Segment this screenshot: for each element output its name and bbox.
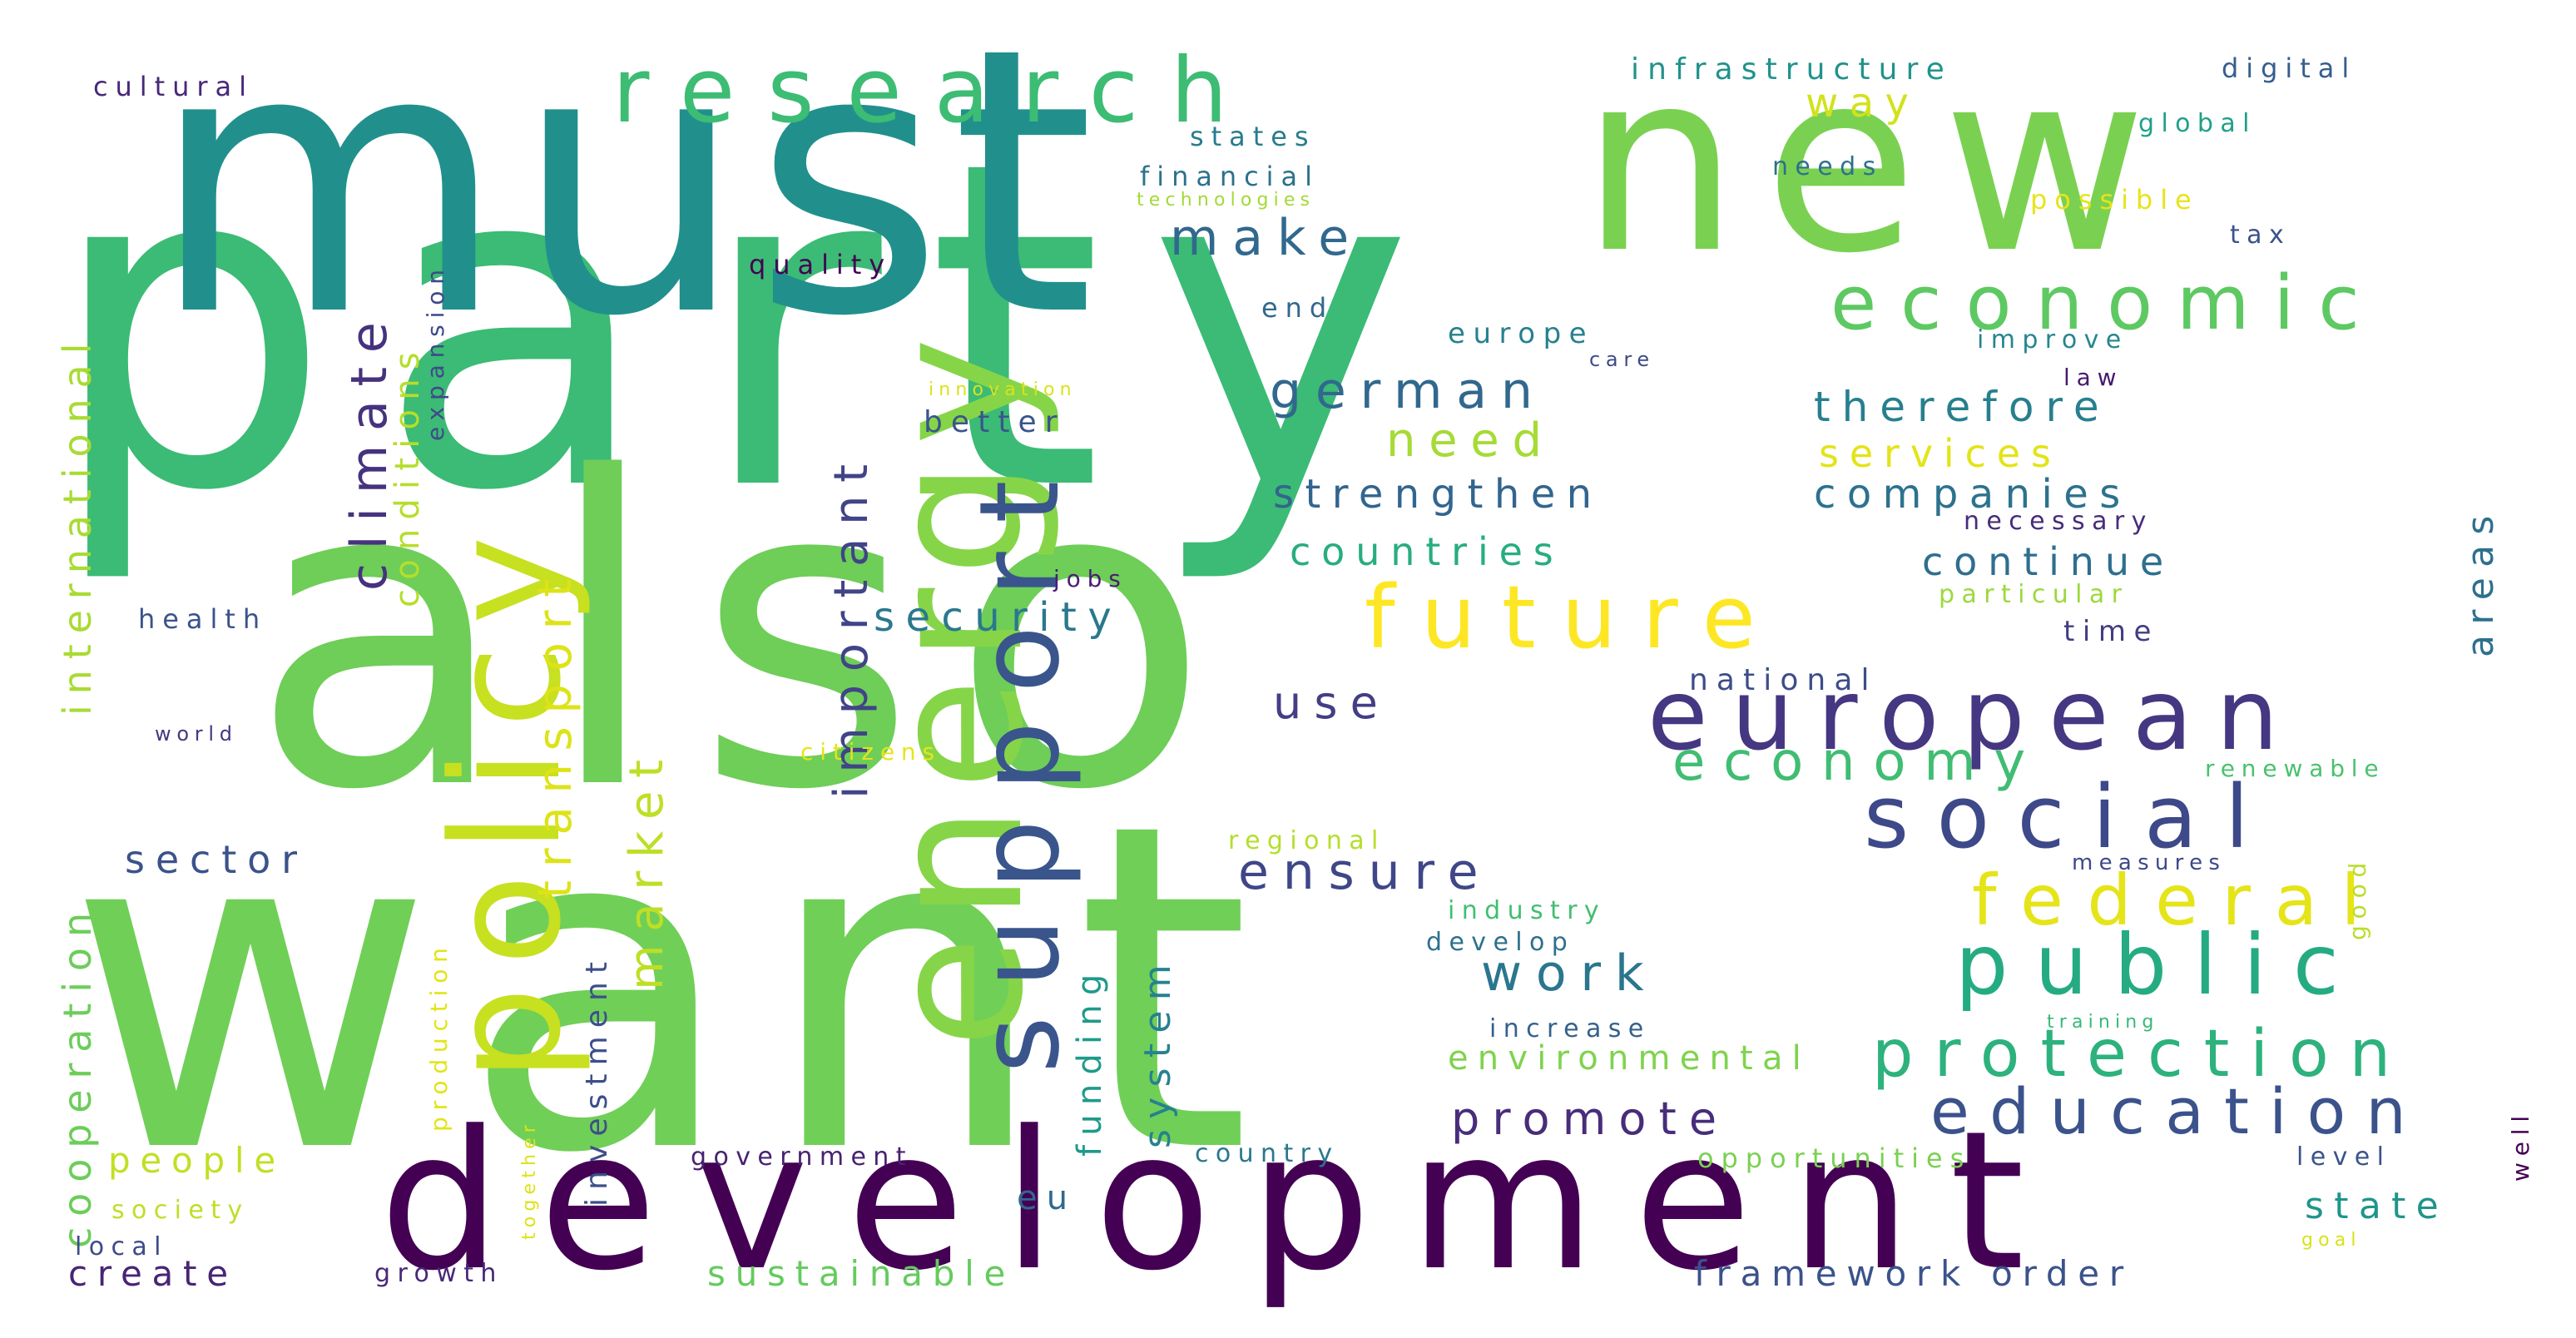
word-international: international [55, 332, 100, 716]
word-make: make [1170, 209, 1363, 267]
word-level: level [2296, 1142, 2391, 1172]
word-want: want [67, 729, 1279, 1251]
word-social: social [1864, 766, 2277, 868]
word-tax: tax [2230, 221, 2291, 250]
word-research: research [612, 39, 1261, 143]
word-technologies: technologies [1137, 190, 1315, 211]
word-funding: funding [1071, 964, 1109, 1157]
word-way: way [1806, 80, 1920, 126]
word-promote: promote [1451, 1093, 1730, 1145]
word-new: new [1581, 17, 2172, 308]
word-measures: measures [2072, 850, 2227, 875]
word-possible: possible [2030, 184, 2199, 216]
word-continue: continue [1922, 539, 2175, 584]
word-work: work [1481, 944, 1658, 1003]
word-development: development [379, 1091, 2063, 1313]
word-digital: digital [2222, 52, 2357, 84]
word-need: need [1386, 414, 1555, 468]
word-services: services [1819, 431, 2062, 476]
word-renewable: renewable [2205, 755, 2385, 782]
word-states: states [1190, 121, 1316, 152]
word-future: future [1365, 567, 1781, 668]
word-care: care [1589, 348, 1655, 371]
word-quality: quality [749, 249, 893, 280]
word-growth: growth [374, 1259, 503, 1288]
word-world: world [155, 722, 238, 746]
word-health: health [138, 603, 268, 635]
word-system: system [1137, 954, 1179, 1148]
word-climate: climate [340, 308, 399, 591]
word-europe: europe [1448, 317, 1595, 350]
word-people: people [108, 1140, 285, 1181]
word-country: country [1195, 1139, 1340, 1168]
word-countries: countries [1290, 529, 1564, 574]
word-market: market [620, 746, 674, 990]
word-framework-order: framework order [1694, 1253, 2133, 1294]
word-cultural: cultural [93, 71, 254, 102]
word-german: german [1270, 362, 1547, 420]
word-sustainable: sustainable [707, 1253, 1016, 1294]
word-training: environmental [1448, 1039, 1811, 1078]
word-areas: areas [2460, 505, 2502, 657]
word-education: education [1930, 1074, 2426, 1148]
word-support: support [956, 451, 1084, 1073]
word-time: time [2063, 615, 2159, 648]
word-must: must [150, 0, 1102, 396]
word-european: european [1647, 657, 2302, 772]
word-expansion: expansion [422, 263, 449, 441]
word-security: security [874, 594, 1123, 641]
word-federal: federal [1972, 860, 2385, 941]
word-innovation: innovation [929, 379, 1077, 400]
word-sector: sector [125, 837, 308, 882]
word-jobs: jobs [1053, 565, 1127, 592]
word-good: good [2344, 855, 2371, 940]
word-use: use [1273, 676, 1390, 729]
word-environmental: training [2047, 1012, 2159, 1033]
word-protection: protection [1872, 1017, 2412, 1092]
word-industry: industry [1448, 896, 1607, 925]
word-well: well [2507, 1108, 2534, 1182]
word-state: state [2305, 1185, 2450, 1227]
word-also: also [250, 389, 1245, 883]
word-opportunities: opportunities [1697, 1142, 1972, 1174]
word-government: government [691, 1142, 913, 1172]
word-eu: eu [1017, 1179, 1077, 1217]
word-society: society [111, 1196, 250, 1225]
word-ensure: ensure [1238, 843, 1493, 901]
word-financial: financial [1140, 161, 1320, 192]
word-economic: economic [1830, 260, 2384, 347]
word-particular: particular [1939, 580, 2129, 609]
word-citizens: citizens [800, 738, 941, 766]
word-increase: increase [1489, 1014, 1651, 1043]
word-local: local [75, 1232, 168, 1261]
word-regional: regional [1228, 826, 1385, 855]
word-public: public [1955, 916, 2365, 1013]
word-better: better [924, 405, 1066, 439]
word-national: national [1689, 663, 1878, 697]
word-economy: economy [1672, 731, 2043, 793]
word-necessary: necessary [1964, 507, 2153, 536]
word-goal: goal [2301, 1230, 2361, 1251]
word-end: end [1261, 292, 1335, 324]
word-global: global [2138, 109, 2256, 138]
word-needs: needs [1772, 152, 1883, 181]
word-law: law [2063, 364, 2123, 391]
word-develop: develop [1426, 928, 1575, 957]
word-party: party [47, 67, 1459, 589]
word-companies: companies [1814, 471, 2132, 518]
word-create: create [68, 1253, 238, 1294]
word-cooperation: cooperation [55, 902, 100, 1248]
word-together: together [519, 1119, 540, 1240]
word-infrastructure: infrastructure [1631, 52, 1953, 87]
word-conditions: conditions [389, 343, 427, 607]
word-investment: investment [580, 953, 614, 1207]
word-production: production [425, 941, 453, 1132]
word-improve: improve [1977, 325, 2128, 354]
word-therefore: therefore [1814, 383, 2111, 431]
word-strengthen: strengthen [1273, 471, 1603, 518]
word-transport: transport [528, 566, 582, 899]
